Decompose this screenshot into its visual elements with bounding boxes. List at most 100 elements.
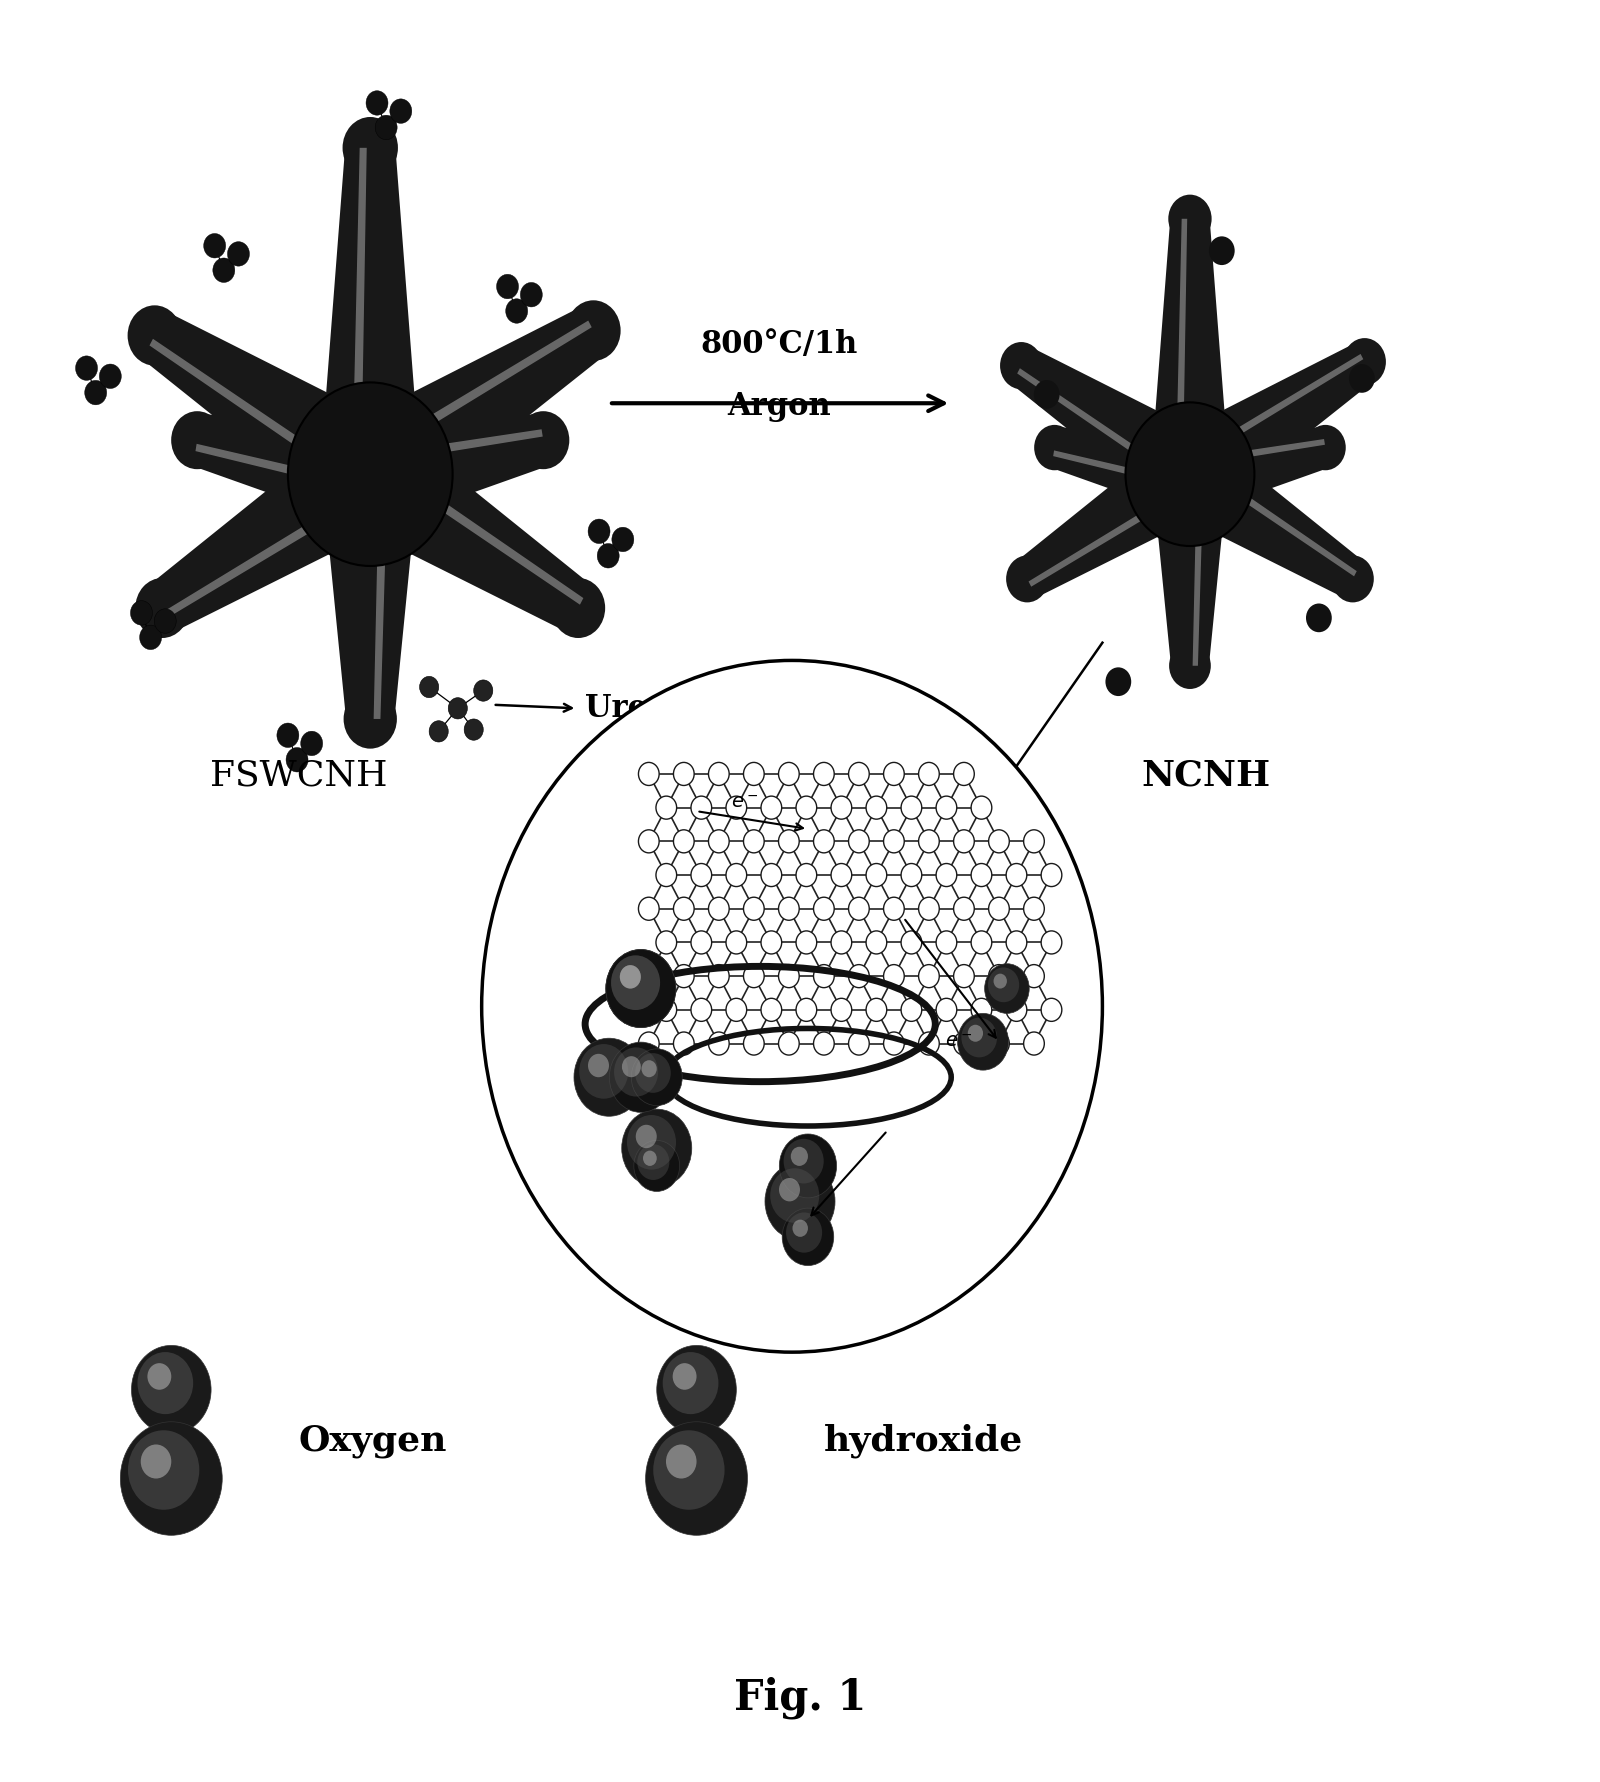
Circle shape — [762, 930, 782, 953]
Circle shape — [691, 998, 712, 1021]
FancyArrowPatch shape — [699, 811, 803, 830]
Circle shape — [830, 998, 851, 1021]
Text: 800°C/1h: 800°C/1h — [701, 330, 858, 360]
Circle shape — [1024, 830, 1045, 854]
Circle shape — [691, 797, 712, 820]
Circle shape — [813, 1032, 834, 1055]
Circle shape — [726, 930, 747, 953]
Circle shape — [627, 1116, 677, 1169]
Circle shape — [918, 964, 939, 987]
Polygon shape — [1018, 437, 1210, 597]
Circle shape — [744, 763, 765, 786]
Circle shape — [606, 950, 675, 1028]
Circle shape — [1024, 1032, 1045, 1055]
Circle shape — [674, 896, 694, 920]
Circle shape — [611, 955, 661, 1010]
Circle shape — [779, 830, 800, 854]
Ellipse shape — [1152, 440, 1227, 526]
Circle shape — [277, 723, 299, 747]
Polygon shape — [1150, 219, 1229, 474]
Circle shape — [520, 283, 542, 307]
Ellipse shape — [136, 577, 189, 638]
Circle shape — [779, 1178, 800, 1201]
Circle shape — [674, 830, 694, 854]
Text: NCNH: NCNH — [1141, 759, 1270, 793]
Polygon shape — [1053, 451, 1178, 486]
Circle shape — [635, 1053, 670, 1092]
Circle shape — [464, 718, 483, 740]
Circle shape — [971, 998, 992, 1021]
Circle shape — [419, 677, 438, 699]
Polygon shape — [352, 148, 366, 458]
Circle shape — [762, 998, 782, 1021]
Ellipse shape — [1146, 431, 1219, 513]
Circle shape — [797, 998, 816, 1021]
Polygon shape — [320, 148, 421, 474]
Circle shape — [797, 930, 816, 953]
Circle shape — [971, 864, 992, 887]
Circle shape — [638, 830, 659, 854]
Circle shape — [622, 1057, 642, 1078]
Circle shape — [957, 1014, 1008, 1071]
Circle shape — [848, 1032, 869, 1055]
Circle shape — [597, 544, 619, 568]
Circle shape — [131, 1345, 211, 1435]
Polygon shape — [1192, 486, 1203, 666]
Polygon shape — [387, 465, 584, 604]
Circle shape — [1034, 380, 1059, 408]
Circle shape — [786, 1212, 822, 1253]
Ellipse shape — [1146, 437, 1222, 520]
Ellipse shape — [1160, 431, 1234, 513]
Circle shape — [918, 763, 939, 786]
Circle shape — [203, 233, 226, 258]
Circle shape — [866, 864, 886, 887]
Circle shape — [622, 1108, 691, 1187]
Circle shape — [883, 830, 904, 854]
Circle shape — [962, 1018, 997, 1057]
Circle shape — [1006, 998, 1027, 1021]
Polygon shape — [381, 429, 542, 462]
Circle shape — [968, 1025, 982, 1042]
Polygon shape — [374, 490, 387, 718]
Circle shape — [848, 830, 869, 854]
Circle shape — [779, 896, 800, 920]
Ellipse shape — [566, 301, 621, 362]
Circle shape — [374, 116, 397, 139]
Circle shape — [482, 661, 1102, 1353]
Circle shape — [506, 299, 528, 323]
Circle shape — [813, 964, 834, 987]
Circle shape — [606, 950, 675, 1028]
Circle shape — [987, 968, 1019, 1001]
Circle shape — [901, 864, 922, 887]
Circle shape — [691, 864, 712, 887]
Circle shape — [1042, 930, 1062, 953]
Circle shape — [1024, 964, 1045, 987]
Circle shape — [936, 797, 957, 820]
Polygon shape — [195, 444, 355, 490]
Circle shape — [762, 864, 782, 887]
Ellipse shape — [342, 118, 398, 178]
Circle shape — [984, 964, 1029, 1014]
Circle shape — [709, 830, 730, 854]
Circle shape — [611, 527, 634, 552]
Ellipse shape — [1034, 424, 1075, 470]
Circle shape — [619, 966, 642, 989]
Circle shape — [227, 242, 250, 266]
Circle shape — [936, 998, 957, 1021]
Circle shape — [1006, 864, 1027, 887]
Ellipse shape — [344, 690, 397, 748]
Circle shape — [784, 1139, 824, 1183]
Polygon shape — [1171, 344, 1374, 511]
Polygon shape — [1194, 355, 1363, 462]
Text: $e^-$: $e^-$ — [731, 793, 758, 813]
Circle shape — [813, 830, 834, 854]
Ellipse shape — [312, 413, 411, 524]
Circle shape — [918, 896, 939, 920]
Circle shape — [611, 955, 661, 1010]
Polygon shape — [1171, 437, 1362, 597]
Ellipse shape — [1306, 424, 1346, 470]
Circle shape — [448, 699, 467, 718]
Circle shape — [782, 1208, 834, 1265]
Ellipse shape — [128, 305, 182, 365]
Circle shape — [954, 896, 974, 920]
